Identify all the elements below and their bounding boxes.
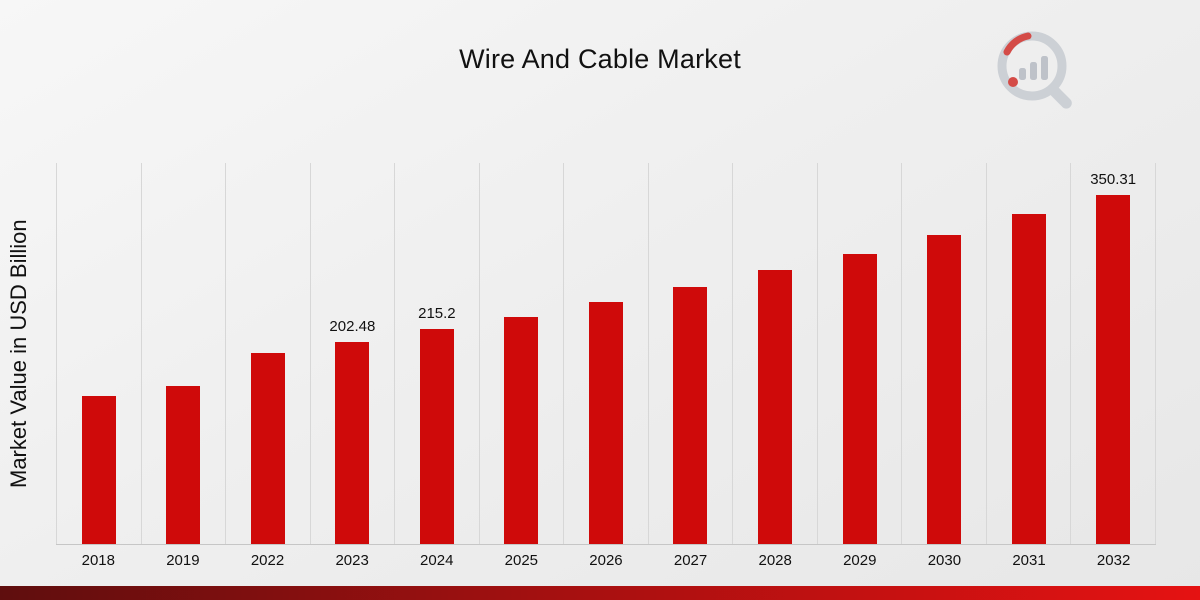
bar-value-label-2023: 202.48 [329,318,376,335]
grid-cell-2027 [647,163,733,544]
bar-2030 [927,235,962,544]
bar-value-label-2024: 215.2 [418,305,456,322]
bar-2031 [1011,214,1046,544]
logo-bar-medium-icon [1030,62,1037,80]
grid-cell-2030 [901,163,986,544]
bar-2028 [758,270,793,544]
x-tick-2023: 2023 [335,552,369,569]
x-tick-2022: 2022 [250,552,285,569]
grid-cell-2023: 202.48 [309,163,395,544]
bar-2023 [335,342,370,544]
x-tick-2018: 2018 [81,552,115,569]
bar-2025 [504,317,539,544]
x-tick-2019: 2019 [166,552,200,569]
market-research-future-logo-icon [997,31,1072,109]
x-tick-2024: 2024 [420,552,454,569]
chart-title: Wire And Cable Market [459,44,741,74]
x-tick-2032: 2032 [1096,552,1131,569]
bar-2018 [81,396,116,544]
grid-cell-2026 [563,163,648,544]
grid-cell-2024: 215.2 [394,163,479,544]
y-axis-label: Market Value in USD Billion [6,219,31,489]
footer-accent-bar [0,586,1200,600]
bar-2027 [673,287,708,544]
grid-cell-2031 [985,163,1071,544]
x-tick-2026: 2026 [589,552,623,569]
grid-cell-2025 [478,163,564,544]
magnifier-handle-icon [1049,86,1072,109]
bar-2032 [1096,195,1131,544]
x-tick-2027: 2027 [673,552,708,569]
logo-red-arc-icon [1003,32,1032,56]
bar-2026 [588,302,623,544]
magnifier-ring-icon [997,31,1067,101]
grid-cell-2018 [56,163,141,544]
logo-red-dot-icon [1008,77,1018,87]
bar-value-label-2032: 350.31 [1090,171,1137,188]
logo-bar-small-icon [1019,68,1026,80]
grid-cell-2028 [732,163,817,544]
x-axis-labels: 2018 2019 2022 2023 2024 2025 2026 2027 2028 2029… [56,552,1156,569]
grid-cell-2022 [225,163,310,544]
x-tick-2030: 2030 [927,552,962,569]
bar-2029 [842,254,877,544]
bar-2024 [419,329,454,544]
grid-cell-2019 [140,163,226,544]
x-tick-2028: 2028 [758,552,792,569]
plot-area: 202.48 215.2 350.31 [56,163,1156,545]
x-tick-2029: 2029 [843,552,877,569]
grid-cell-2029 [816,163,902,544]
x-tick-2025: 2025 [504,552,539,569]
bar-2019 [166,386,201,544]
logo-bar-large-icon [1041,56,1048,80]
grid-cell-2032: 350.31 [1070,163,1156,544]
x-tick-2031: 2031 [1012,552,1046,569]
bar-2022 [250,353,285,544]
